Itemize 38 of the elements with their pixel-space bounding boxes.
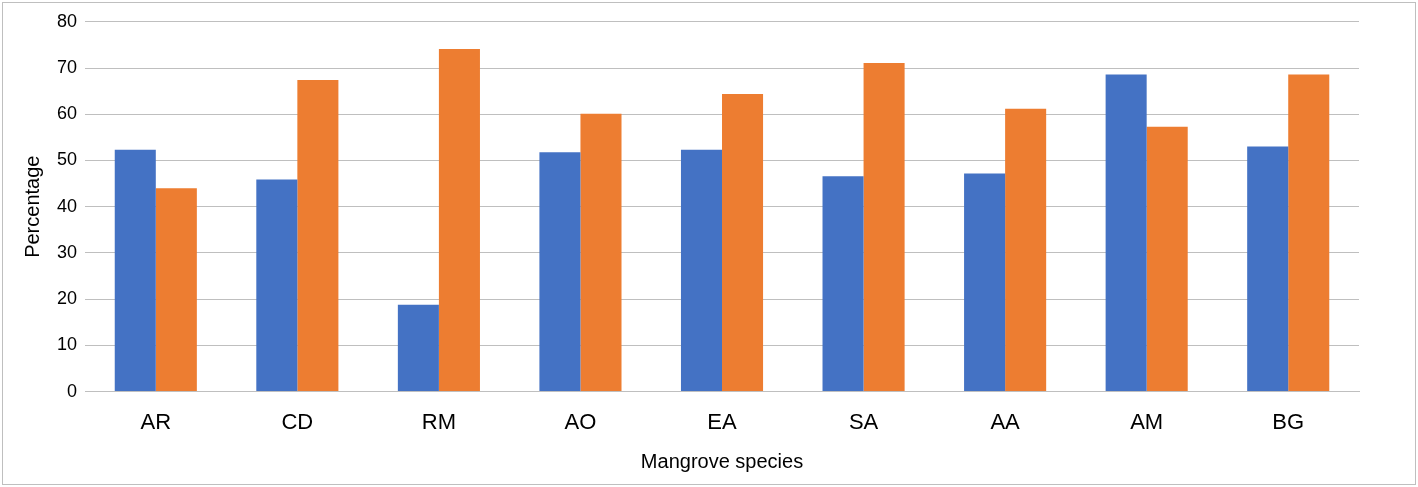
bar: [114, 149, 156, 392]
y-axis-title: Percentage: [20, 155, 43, 258]
x-tick-label: EA: [707, 408, 737, 434]
bar: [722, 93, 764, 392]
bar: [155, 188, 197, 392]
x-tick-label: RM: [421, 408, 457, 434]
y-tick-label: 60: [56, 103, 78, 124]
x-tick-label: CD: [281, 408, 314, 434]
bar: [256, 179, 298, 392]
bar: [539, 152, 581, 392]
x-tick-label: AO: [564, 408, 597, 434]
bar: [1247, 146, 1289, 392]
x-axis-title: Mangrove species: [640, 449, 804, 472]
bar: [863, 62, 905, 392]
bar: [1288, 74, 1330, 392]
x-tick-label: AM: [1130, 408, 1164, 434]
bar: [964, 173, 1006, 392]
bar: [680, 149, 723, 392]
y-tick-label: 0: [67, 380, 78, 401]
bar: [1105, 74, 1147, 392]
bar: [397, 304, 439, 392]
y-tick-label: 70: [56, 56, 78, 77]
y-tick-label: 40: [56, 195, 78, 216]
bar: [580, 113, 622, 392]
bar: [1005, 108, 1047, 392]
bar: [1146, 126, 1188, 392]
y-tick-label: 80: [56, 10, 78, 31]
x-tick-label: AR: [140, 408, 172, 434]
x-tick-label: SA: [848, 408, 879, 434]
bar: [822, 176, 864, 392]
y-tick-label: 50: [56, 149, 78, 170]
y-tick-label: 10: [56, 334, 78, 355]
bar: [438, 49, 480, 392]
y-tick-label: 30: [56, 241, 78, 262]
x-tick-label: BG: [1272, 408, 1305, 434]
y-tick-label: 20: [56, 288, 78, 309]
x-tick-label: AA: [990, 408, 1021, 434]
bar: [297, 80, 339, 392]
